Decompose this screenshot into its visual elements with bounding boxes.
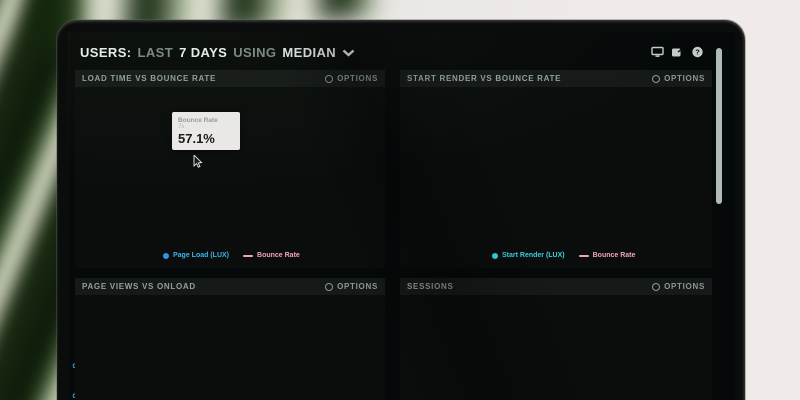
- panel-title: SESSIONS: [407, 282, 454, 291]
- chevron-down-icon: [342, 49, 355, 57]
- panel-header: START RENDER VS BOUNCE RATE OPTIONS: [400, 70, 712, 87]
- chart-legend: Page Load (LUX) Bounce Rate: [163, 252, 300, 259]
- share-icon[interactable]: [671, 46, 684, 58]
- dashboard-title-dropdown[interactable]: USERS: LAST 7 DAYS USING MEDIAN: [80, 45, 355, 60]
- legend-bounce-rate: Bounce Rate: [578, 252, 635, 259]
- panel-header: LOAD TIME VS BOUNCE RATE OPTIONS: [75, 70, 385, 87]
- page-scrollbar[interactable]: [716, 48, 722, 204]
- legend-bounce-rate: Bounce Rate: [243, 252, 300, 259]
- title-using: USING: [233, 45, 277, 60]
- panel-sessions: SESSIONS OPTIONS: [400, 278, 712, 400]
- options-button[interactable]: OPTIONS: [325, 74, 378, 83]
- options-button[interactable]: OPTIONS: [652, 282, 705, 291]
- panel-title: PAGE VIEWS VS ONLOAD: [82, 282, 196, 291]
- title-last: LAST: [137, 45, 174, 60]
- svg-text:?: ?: [695, 48, 700, 57]
- topbar-icons: ?: [651, 46, 704, 58]
- panel-load-time-vs-bounce-rate: LOAD TIME VS BOUNCE RATE OPTIONS Page Lo…: [75, 70, 385, 268]
- legend-dot: [492, 252, 498, 259]
- legend-dash: [243, 254, 254, 257]
- gear-icon: [325, 74, 334, 83]
- legend-start-render: Start Render (LUX): [492, 252, 565, 259]
- gear-icon: [325, 282, 334, 291]
- chart-legend: Start Render (LUX) Bounce Rate: [492, 252, 635, 259]
- title-users: USERS:: [80, 45, 132, 60]
- gear-icon: [652, 282, 661, 291]
- help-icon[interactable]: ?: [691, 46, 704, 58]
- legend-page-load: Page Load (LUX): [163, 252, 229, 259]
- title-7days: 7 DAYS: [179, 45, 228, 60]
- title-median: MEDIAN: [282, 45, 337, 60]
- panel-title: START RENDER VS BOUNCE RATE: [407, 74, 562, 83]
- bounce-rate-tooltip: Bounce Rate 7s 57.1%: [172, 112, 240, 150]
- panel-title: LOAD TIME VS BOUNCE RATE: [82, 74, 216, 83]
- panel-header: SESSIONS OPTIONS: [400, 278, 712, 295]
- panel-header: PAGE VIEWS VS ONLOAD OPTIONS: [75, 278, 385, 295]
- display-icon[interactable]: [651, 46, 664, 58]
- gear-icon: [652, 74, 661, 83]
- legend-dot: [163, 252, 169, 259]
- panel-start-render-vs-bounce-rate: START RENDER VS BOUNCE RATE OPTIONS Star…: [400, 70, 712, 268]
- options-button[interactable]: OPTIONS: [325, 282, 378, 291]
- mouse-cursor: [193, 155, 203, 168]
- legend-dash: [578, 254, 589, 257]
- panel-page-views-vs-onload: PAGE VIEWS VS ONLOAD OPTIONS: [75, 278, 385, 400]
- options-button[interactable]: OPTIONS: [652, 74, 705, 83]
